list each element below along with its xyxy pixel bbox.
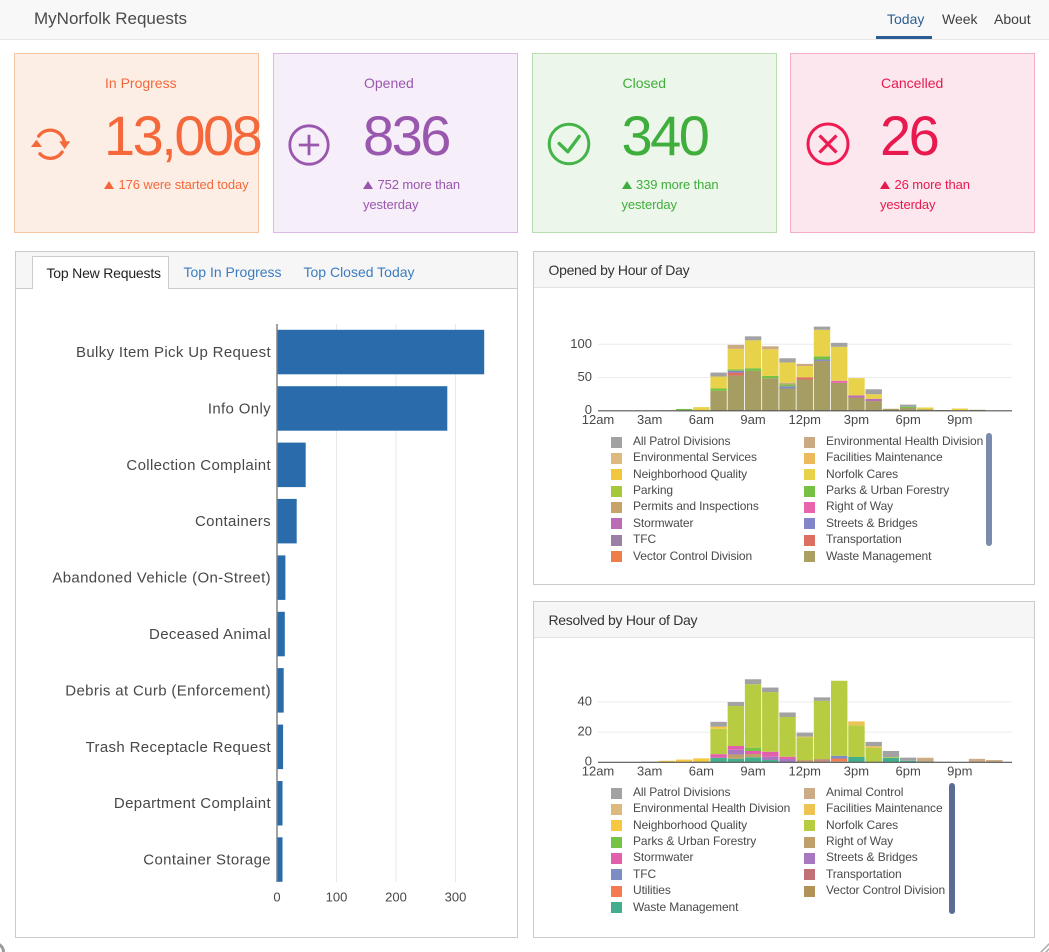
svg-text:100: 100 [570, 336, 592, 351]
svg-text:40: 40 [578, 693, 592, 708]
svg-text:50: 50 [578, 369, 592, 384]
svg-text:Debris at Curb (Enforcement): Debris at Curb (Enforcement) [65, 682, 271, 699]
svg-text:0: 0 [273, 890, 280, 905]
svg-text:100: 100 [326, 890, 348, 905]
svg-text:Containers: Containers [195, 513, 271, 530]
svg-text:Abandoned Vehicle (On-Street): Abandoned Vehicle (On-Street) [52, 570, 271, 587]
svg-text:12am: 12am [582, 412, 615, 427]
svg-text:Info Only: Info Only [208, 400, 271, 417]
svg-text:Trash Receptacle Request: Trash Receptacle Request [86, 739, 272, 756]
svg-text:200: 200 [385, 890, 407, 905]
svg-text:3am: 3am [637, 412, 662, 427]
svg-text:3pm: 3pm [844, 412, 869, 427]
svg-text:12am: 12am [582, 764, 615, 779]
svg-text:20: 20 [578, 724, 592, 739]
svg-text:0: 0 [585, 753, 592, 768]
svg-text:6pm: 6pm [895, 764, 920, 779]
svg-text:Deceased Animal: Deceased Animal [149, 626, 271, 643]
svg-text:6pm: 6pm [895, 412, 920, 427]
svg-text:12pm: 12pm [788, 764, 821, 779]
svg-text:12pm: 12pm [788, 412, 821, 427]
svg-text:300: 300 [445, 890, 467, 905]
svg-text:6am: 6am [689, 412, 714, 427]
svg-text:9am: 9am [740, 764, 765, 779]
svg-text:6am: 6am [689, 764, 714, 779]
svg-text:9pm: 9pm [947, 764, 972, 779]
svg-text:Bulky Item Pick Up Request: Bulky Item Pick Up Request [76, 344, 271, 361]
svg-text:3pm: 3pm [844, 764, 869, 779]
svg-text:9am: 9am [740, 412, 765, 427]
svg-text:3am: 3am [637, 764, 662, 779]
svg-text:Department Complaint: Department Complaint [114, 795, 272, 812]
svg-text:0: 0 [585, 402, 592, 417]
svg-text:9pm: 9pm [947, 412, 972, 427]
svg-text:Collection Complaint: Collection Complaint [126, 457, 271, 474]
svg-text:Container Storage: Container Storage [143, 852, 271, 869]
